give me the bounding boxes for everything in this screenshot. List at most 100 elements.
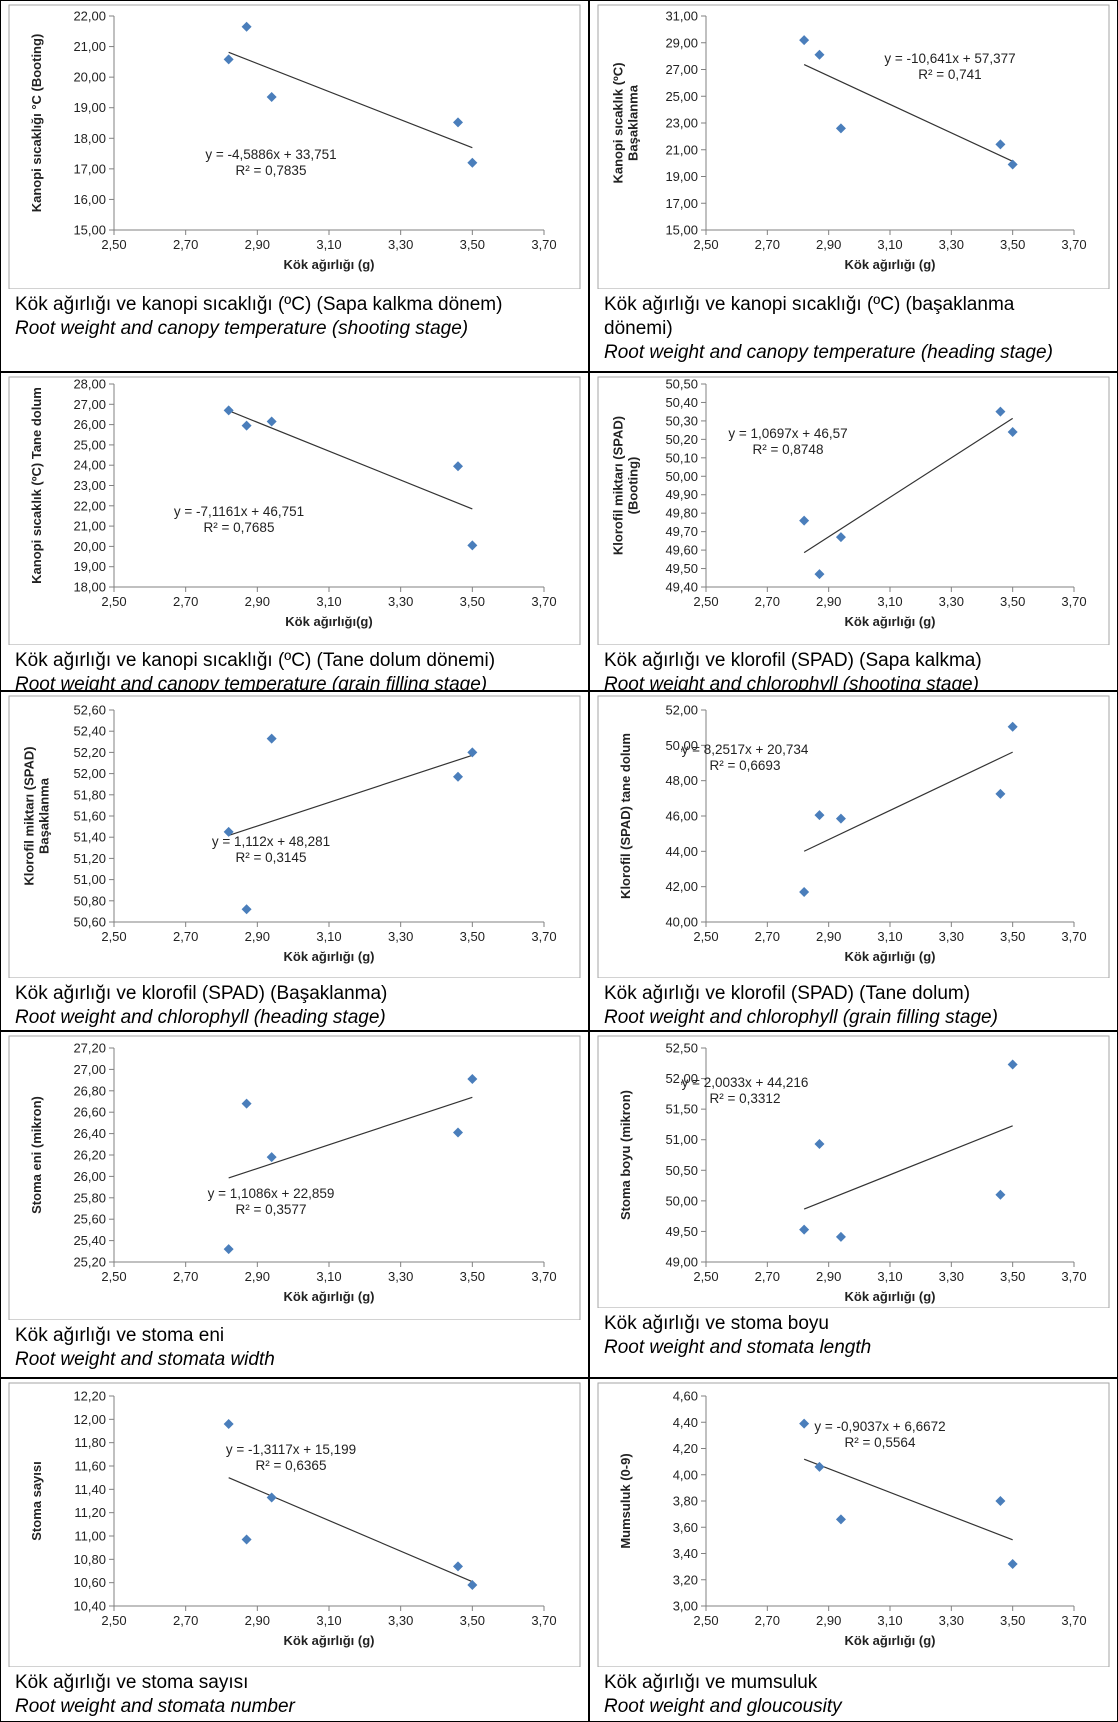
y-tick-label: 10,60 [73,1575,106,1590]
trendline [803,64,1013,162]
y-tick-label: 25,80 [73,1190,106,1205]
y-tick-label: 50,30 [665,413,698,428]
chart-caption: Kök ağırlığı ve stoma sayısı Root weight … [15,1671,582,1719]
chart-caption: Kök ağırlığı ve klorofil (SPAD) (Başakla… [15,982,582,1030]
trendline [228,1096,473,1179]
x-tick-label: 3,10 [316,594,341,609]
x-tick-label: 2,90 [816,1269,841,1284]
y-tick-label: 4,40 [673,1415,698,1430]
trendline [228,1477,473,1583]
regression-equation: y = -0,9037x + 6,6672 [814,1419,945,1434]
x-tick-label: 2,50 [693,237,718,252]
y-tick-label: 23,00 [665,116,698,131]
x-tick-label: 2,90 [245,237,270,252]
data-point [223,405,234,416]
y-tick-label: 4,60 [673,1389,698,1404]
y-tick-label: 51,00 [665,1132,698,1147]
y-tick-label: 22,00 [73,498,106,513]
x-tick-label: 3,50 [460,594,485,609]
y-tick-label: 11,00 [74,1529,106,1544]
data-point [835,1514,846,1525]
regression-equation: y = 1,112x + 48,281 [212,834,330,849]
y-tick-label: 25,40 [73,1233,106,1248]
x-axis-title: Kök ağırlığı (g) [284,257,375,272]
y-tick-label: 25,20 [73,1255,106,1270]
y-tick-label: 3,40 [673,1546,698,1561]
x-tick-label: 3,50 [460,1613,485,1628]
x-tick-label: 3,50 [460,237,485,252]
x-tick-label: 3,30 [388,237,413,252]
data-point [995,788,1006,799]
y-tick-label: 3,60 [673,1520,698,1535]
y-tick-label: 3,80 [673,1494,698,1509]
data-point [799,886,810,897]
x-tick-label: 3,10 [877,1269,902,1284]
chart-panel-3: 18,00 19,00 20,00 21,00 22,00 23,00 24,00 25,00… [0,372,589,691]
data-point [835,813,846,824]
chart-panel-8: 49,00 49,50 50,00 50,50 51,00 51,50 52,00 52,50… [589,1031,1118,1378]
y-tick-label: 21,00 [73,519,106,534]
y-tick-label: 26,00 [73,1169,106,1184]
x-tick-label: 2,70 [755,237,780,252]
scatter-chart: 18,00 19,00 20,00 21,00 22,00 23,00 24,00 25,00… [8,376,581,645]
caption-turkish: Kök ağırlığı ve stoma boyu [604,1313,829,1334]
chart-caption: Kök ağırlığı ve stoma eni Root weight and… [15,1324,582,1372]
data-point [799,1224,810,1235]
y-tick-label: 51,40 [73,830,106,845]
y-axis-title: Başaklanma [37,777,52,854]
x-tick-label: 2,90 [245,1613,270,1628]
caption-turkish: Kök ağırlığı ve klorofil (SPAD) (Sapa ka… [604,650,982,671]
x-tick-label: 3,10 [877,929,902,944]
chart-caption: Kök ağırlığı ve kanopi sıcaklığı (ºC) (b… [604,293,1111,365]
x-tick-label: 2,50 [101,1613,126,1628]
x-tick-label: 3,30 [388,929,413,944]
y-tick-label: 50,00 [665,469,698,484]
y-tick-label: 52,00 [665,1071,698,1086]
data-point [835,1231,846,1242]
chart-panel-1: 15,00 16,00 17,00 18,00 19,00 20,00 21,00 22,00… [0,0,589,372]
y-tick-label: 4,00 [673,1467,698,1482]
y-tick-label: 50,60 [73,915,106,930]
y-tick-label: 49,90 [665,487,698,502]
data-point [223,1419,234,1429]
data-point [995,139,1006,150]
scatter-chart: 49,00 49,50 50,00 50,50 51,00 51,50 52,00 52,50… [597,1035,1110,1308]
caption-turkish: Kök ağırlığı ve mumsuluk [604,1672,818,1693]
x-tick-label: 2,70 [173,929,198,944]
chart-caption: Kök ağırlığı ve kanopi sıcaklığı (ºC) (S… [15,293,582,341]
x-tick-label: 2,50 [101,1269,126,1284]
x-tick-label: 2,70 [755,594,780,609]
y-tick-label: 26,80 [73,1083,106,1098]
x-tick-label: 2,70 [173,594,198,609]
y-tick-label: 29,00 [665,35,698,50]
y-axis-title: Kanopi sıcaklığı °C (Booting) [29,34,44,213]
trendline [228,410,473,510]
r-squared: R² = 0,3312 [710,1091,781,1106]
chart-caption: Kök ağırlığı ve kanopi sıcaklığı (ºC) (T… [15,649,582,690]
y-tick-label: 12,20 [73,1389,106,1404]
data-point [266,416,277,427]
x-tick-label: 3,70 [531,1613,556,1628]
r-squared: R² = 0,741 [918,67,981,82]
x-tick-label: 2,50 [693,929,718,944]
x-axis-title: Kök ağırlığı (g) [284,1289,375,1304]
data-point [995,1189,1006,1200]
data-point [266,1492,277,1503]
x-tick-label: 2,70 [755,929,780,944]
y-tick-label: 26,20 [73,1148,106,1163]
y-axis-title: Kanopi sıcaklık (ºC) Tane dolum [29,387,44,584]
x-tick-label: 3,30 [939,1269,964,1284]
x-tick-label: 3,30 [939,1613,964,1628]
data-point [223,826,234,837]
data-point [995,1496,1006,1506]
x-tick-label: 3,10 [316,237,341,252]
y-tick-label: 49,80 [665,506,698,521]
y-tick-label: 21,00 [73,39,106,54]
y-tick-label: 46,00 [665,809,698,824]
data-point [266,92,277,103]
y-tick-label: 50,10 [665,450,698,465]
caption-turkish: Kök ağırlığı ve kanopi sıcaklığı (ºC) (b… [604,294,1015,315]
data-point [467,157,478,168]
x-axis-title: Kök ağırlığı (g) [845,1289,936,1304]
y-tick-label: 12,00 [73,1412,106,1427]
